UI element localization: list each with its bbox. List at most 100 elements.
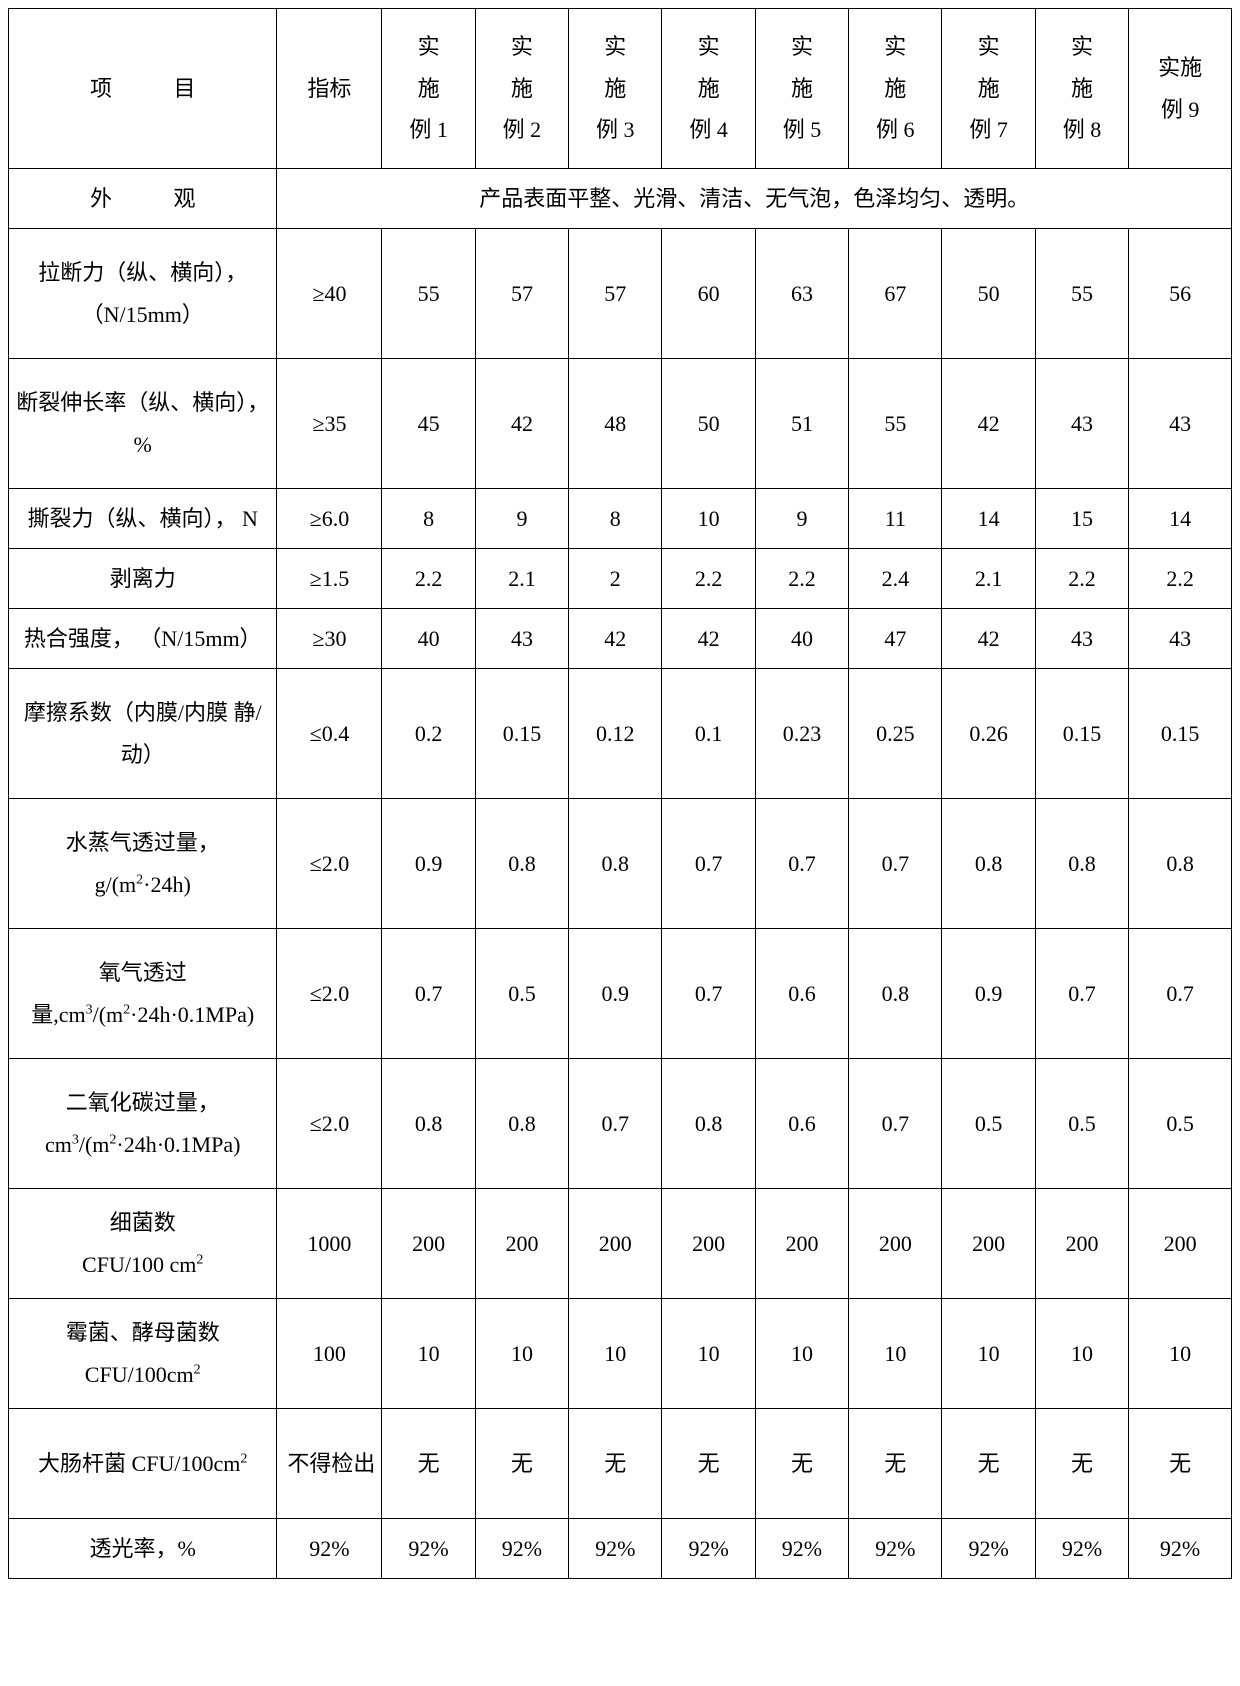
row-value: 2.2 (1129, 549, 1232, 609)
row-value: 0.15 (1035, 669, 1128, 799)
row-value: 0.5 (475, 929, 568, 1059)
row-value: 67 (849, 229, 942, 359)
appearance-description: 产品表面平整、光滑、清洁、无气泡，色泽均匀、透明。 (277, 169, 1232, 229)
row-metric: ≤2.0 (277, 799, 382, 929)
row-value: 40 (382, 609, 475, 669)
row-value: 0.7 (1035, 929, 1128, 1059)
header-ex-7: 实施例 7 (942, 9, 1035, 169)
row-value: 10 (942, 1299, 1035, 1409)
row-value: 0.7 (1129, 929, 1232, 1059)
row-value: 45 (382, 359, 475, 489)
row-value: 92% (569, 1519, 662, 1579)
row-value: 无 (1129, 1409, 1232, 1519)
header-row: 项 目 指标 实施例 1 实施例 2 实施例 3 实施例 4 实施例 5 实施例… (9, 9, 1232, 169)
header-ex-8: 实施例 8 (1035, 9, 1128, 169)
header-item: 项 目 (9, 9, 277, 169)
row-value: 55 (849, 359, 942, 489)
row-value: 10 (662, 489, 755, 549)
row-metric: 92% (277, 1519, 382, 1579)
row-value: 92% (755, 1519, 848, 1579)
table-body: 外 观 产品表面平整、光滑、清洁、无气泡，色泽均匀、透明。 拉断力（纵、横向），… (9, 169, 1232, 1579)
row-value: 48 (569, 359, 662, 489)
header-ex-5-label: 实施例 5 (760, 26, 844, 151)
row-value: 57 (475, 229, 568, 359)
row-value: 43 (475, 609, 568, 669)
row-value: 9 (475, 489, 568, 549)
row-label: 拉断力（纵、横向），（N/15mm） (9, 229, 277, 359)
row-value: 43 (1129, 609, 1232, 669)
row-value: 0.12 (569, 669, 662, 799)
row-value: 200 (942, 1189, 1035, 1299)
appearance-label-cell: 外 观 (9, 169, 277, 229)
header-ex-2-label: 实施例 2 (480, 26, 564, 151)
row-value: 0.7 (569, 1059, 662, 1189)
row-value: 0.7 (662, 799, 755, 929)
row-value: 0.5 (1129, 1059, 1232, 1189)
row-value: 0.7 (849, 1059, 942, 1189)
row-value: 43 (1129, 359, 1232, 489)
row-value: 10 (475, 1299, 568, 1409)
header-ex-9-label: 实施例 9 (1133, 47, 1227, 131)
row-value: 2.4 (849, 549, 942, 609)
row-value: 57 (569, 229, 662, 359)
row-value: 0.15 (1129, 669, 1232, 799)
row-value: 10 (849, 1299, 942, 1409)
table-row: 摩擦系数（内膜/内膜 静/动）≤0.40.20.150.120.10.230.2… (9, 669, 1232, 799)
header-ex-6-label: 实施例 6 (853, 26, 937, 151)
row-value: 无 (475, 1409, 568, 1519)
row-value: 11 (849, 489, 942, 549)
row-value: 10 (662, 1299, 755, 1409)
row-value: 43 (1035, 359, 1128, 489)
row-value: 2.2 (1035, 549, 1128, 609)
row-value: 0.5 (942, 1059, 1035, 1189)
row-value: 14 (942, 489, 1035, 549)
row-value: 0.7 (849, 799, 942, 929)
header-ex-3-label: 实施例 3 (573, 26, 657, 151)
row-value: 0.8 (662, 1059, 755, 1189)
row-value: 0.9 (382, 799, 475, 929)
row-value: 0.15 (475, 669, 568, 799)
row-value: 0.8 (569, 799, 662, 929)
row-value: 60 (662, 229, 755, 359)
table-row: 断裂伸长率（纵、横向）， %≥35454248505155424343 (9, 359, 1232, 489)
table-row: 氧气透过量,cm3/(m2·24h·0.1MPa)≤2.00.70.50.90.… (9, 929, 1232, 1059)
row-label: 剥离力 (9, 549, 277, 609)
row-metric: ≥6.0 (277, 489, 382, 549)
row-value: 92% (662, 1519, 755, 1579)
row-value: 0.7 (382, 929, 475, 1059)
appearance-row: 外 观 产品表面平整、光滑、清洁、无气泡，色泽均匀、透明。 (9, 169, 1232, 229)
row-value: 无 (569, 1409, 662, 1519)
row-value: 0.23 (755, 669, 848, 799)
row-value: 92% (942, 1519, 1035, 1579)
row-value: 0.9 (569, 929, 662, 1059)
row-metric: ≥35 (277, 359, 382, 489)
row-metric: ≥1.5 (277, 549, 382, 609)
row-value: 50 (942, 229, 1035, 359)
row-metric: 1000 (277, 1189, 382, 1299)
row-value: 0.9 (942, 929, 1035, 1059)
row-metric: ≤0.4 (277, 669, 382, 799)
table-row: 透光率，%92%92%92%92%92%92%92%92%92%92% (9, 1519, 1232, 1579)
row-value: 55 (382, 229, 475, 359)
row-value: 0.8 (942, 799, 1035, 929)
row-value: 92% (475, 1519, 568, 1579)
row-value: 无 (382, 1409, 475, 1519)
row-value: 0.5 (1035, 1059, 1128, 1189)
row-value: 200 (1035, 1189, 1128, 1299)
row-value: 200 (382, 1189, 475, 1299)
row-value: 2 (569, 549, 662, 609)
row-value: 9 (755, 489, 848, 549)
row-label: 霉菌、酵母菌数CFU/100cm2 (9, 1299, 277, 1409)
row-value: 51 (755, 359, 848, 489)
row-value: 42 (475, 359, 568, 489)
row-value: 56 (1129, 229, 1232, 359)
row-value: 55 (1035, 229, 1128, 359)
row-value: 0.8 (1129, 799, 1232, 929)
row-label: 摩擦系数（内膜/内膜 静/动） (9, 669, 277, 799)
row-label: 断裂伸长率（纵、横向）， % (9, 359, 277, 489)
header-ex-6: 实施例 6 (849, 9, 942, 169)
row-label: 二氧化碳过量，cm3/(m2·24h·0.1MPa) (9, 1059, 277, 1189)
table-row: 剥离力≥1.52.22.122.22.22.42.12.22.2 (9, 549, 1232, 609)
row-metric: ≥40 (277, 229, 382, 359)
row-value: 2.1 (475, 549, 568, 609)
